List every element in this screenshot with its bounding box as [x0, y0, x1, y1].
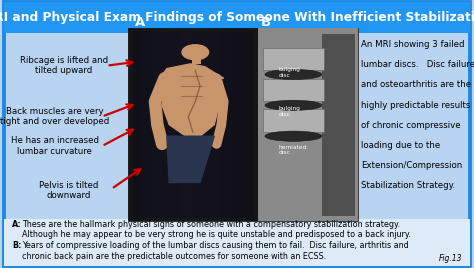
Text: Back muscles are very
tight and over developed: Back muscles are very tight and over dev… — [0, 107, 109, 126]
Circle shape — [182, 45, 209, 60]
Text: Pelvis is tilted
downward: Pelvis is tilted downward — [39, 181, 99, 200]
Ellipse shape — [265, 69, 322, 80]
Bar — [167, 28, 180, 221]
Text: loading due to the: loading due to the — [361, 141, 440, 150]
Bar — [4, 219, 470, 266]
Text: MRI and Physical Exam Findings of Someone With Inefficient Stabilization: MRI and Physical Exam Findings of Someon… — [0, 11, 474, 24]
Ellipse shape — [265, 100, 322, 110]
Bar — [141, 28, 154, 221]
Text: He has an increased
lumbar curvature: He has an increased lumbar curvature — [10, 136, 99, 156]
Bar — [154, 28, 167, 221]
Ellipse shape — [265, 131, 322, 141]
Text: highly predictable results: highly predictable results — [361, 100, 471, 110]
Bar — [133, 31, 254, 218]
Polygon shape — [162, 78, 219, 136]
FancyBboxPatch shape — [4, 2, 470, 266]
Text: Ribcage is lifted and
tilted upward: Ribcage is lifted and tilted upward — [20, 56, 108, 75]
Bar — [263, 48, 324, 70]
Text: An MRI showing 3 failed: An MRI showing 3 failed — [361, 40, 465, 49]
Bar — [4, 2, 470, 33]
Text: A: A — [135, 16, 145, 29]
Bar — [128, 28, 258, 221]
Text: These are the hallmark physical signs of someone with a compensatory stabilizati: These are the hallmark physical signs of… — [22, 220, 411, 239]
Text: A:: A: — [12, 220, 21, 229]
Bar — [322, 34, 355, 216]
Bar — [232, 28, 246, 221]
Text: Fig.13: Fig.13 — [438, 254, 462, 263]
Bar — [263, 79, 324, 101]
Text: B:: B: — [12, 241, 21, 250]
Bar — [128, 28, 141, 221]
Text: of chronic compressive: of chronic compressive — [361, 121, 461, 130]
Text: B: B — [260, 16, 271, 29]
Bar — [180, 28, 193, 221]
Text: herniated
disc: herniated disc — [278, 145, 307, 155]
Text: Extension/Compression: Extension/Compression — [361, 161, 463, 170]
Polygon shape — [167, 136, 214, 183]
Text: and osteoarthritis are the: and osteoarthritis are the — [361, 80, 471, 90]
Bar — [206, 28, 219, 221]
Bar — [192, 53, 201, 64]
Text: bulging
disc: bulging disc — [278, 106, 300, 117]
Bar — [258, 28, 358, 221]
Bar — [219, 28, 232, 221]
Bar — [263, 109, 324, 132]
Text: Years of compressive loading of the lumbar discs causing them to fail.  Disc fai: Years of compressive loading of the lumb… — [22, 241, 409, 260]
Bar — [258, 28, 358, 221]
Polygon shape — [160, 64, 224, 78]
Bar — [246, 28, 258, 221]
Text: bulging
disc: bulging disc — [278, 67, 300, 78]
Bar — [193, 28, 206, 221]
Text: Stabilization Strategy.: Stabilization Strategy. — [361, 181, 456, 190]
Text: lumbar discs.   Disc failure: lumbar discs. Disc failure — [361, 60, 474, 69]
